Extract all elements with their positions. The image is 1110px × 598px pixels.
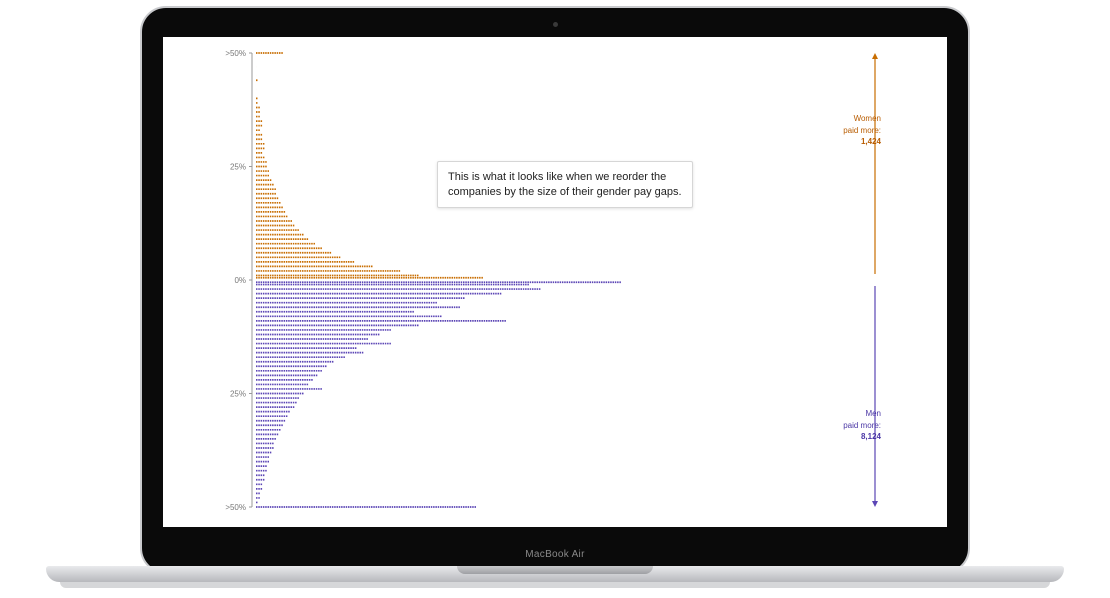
annotation-text: This is what it looks like when we reord… [448,171,682,198]
women-label-line2: paid more: [843,125,881,135]
laptop-base [46,566,1064,582]
women-arrowhead-icon [872,53,878,59]
screen: >50% 25% 0% 25% >50% This is what it looks l… [163,37,947,527]
y-tick-label: 0% [234,276,246,285]
men-label-line1: Men [865,409,881,418]
camera-icon [553,22,558,27]
device-brand-label: MacBook Air [525,549,585,560]
laptop-notch [457,566,653,574]
annotation-box: This is what it looks like when we reord… [437,161,693,208]
gender-pay-gap-chart: >50% 25% 0% 25% >50% [225,49,878,512]
y-tick-label: >50% [225,503,246,512]
laptop-base-shadow [60,582,1050,588]
men-count: 8,124 [860,432,881,441]
y-tick-label: >50% [225,49,246,58]
men-label-line2: paid more: [843,420,881,430]
women-paid-more-label: Women paid more: 1,424 [801,113,881,148]
women-label-line1: Women [853,114,881,123]
women-count: 1,424 [860,137,881,146]
y-tick-label: 25% [230,390,246,399]
men-arrowhead-icon [872,501,878,507]
y-tick-label: 25% [230,163,246,172]
men-paid-more-label: Men paid more: 8,124 [801,408,881,443]
men-dots-series [256,281,622,508]
